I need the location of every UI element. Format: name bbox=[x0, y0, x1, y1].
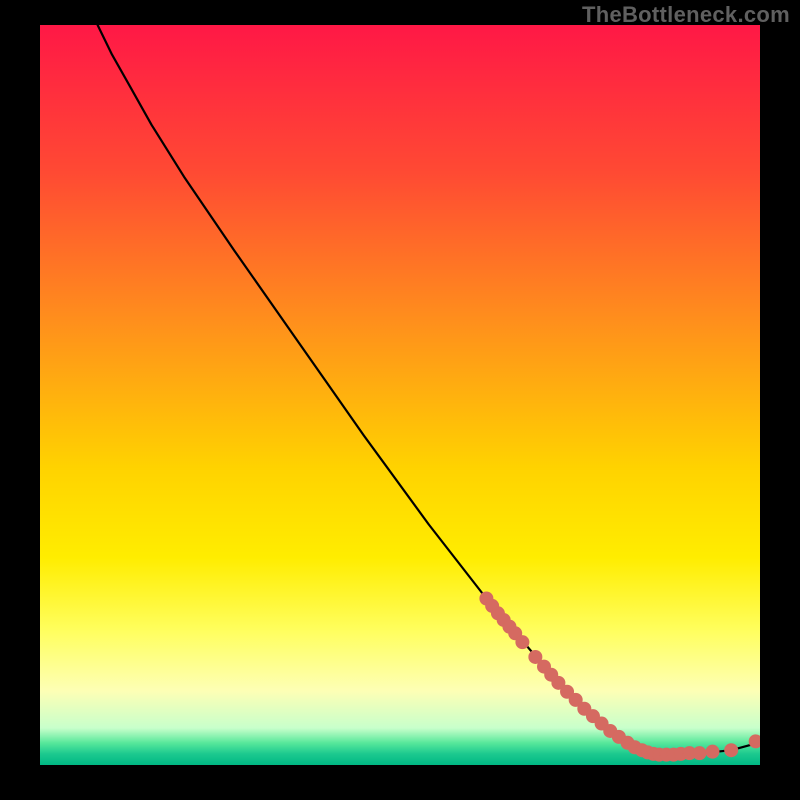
chart-svg bbox=[40, 25, 760, 765]
gradient-background bbox=[40, 25, 760, 765]
chart-container: { "watermark": { "text": "TheBottleneck.… bbox=[0, 0, 800, 800]
data-marker bbox=[516, 636, 529, 649]
data-marker bbox=[693, 747, 706, 760]
data-marker bbox=[706, 745, 719, 758]
data-marker bbox=[749, 735, 760, 748]
plot-area bbox=[40, 25, 760, 765]
data-marker bbox=[725, 744, 738, 757]
